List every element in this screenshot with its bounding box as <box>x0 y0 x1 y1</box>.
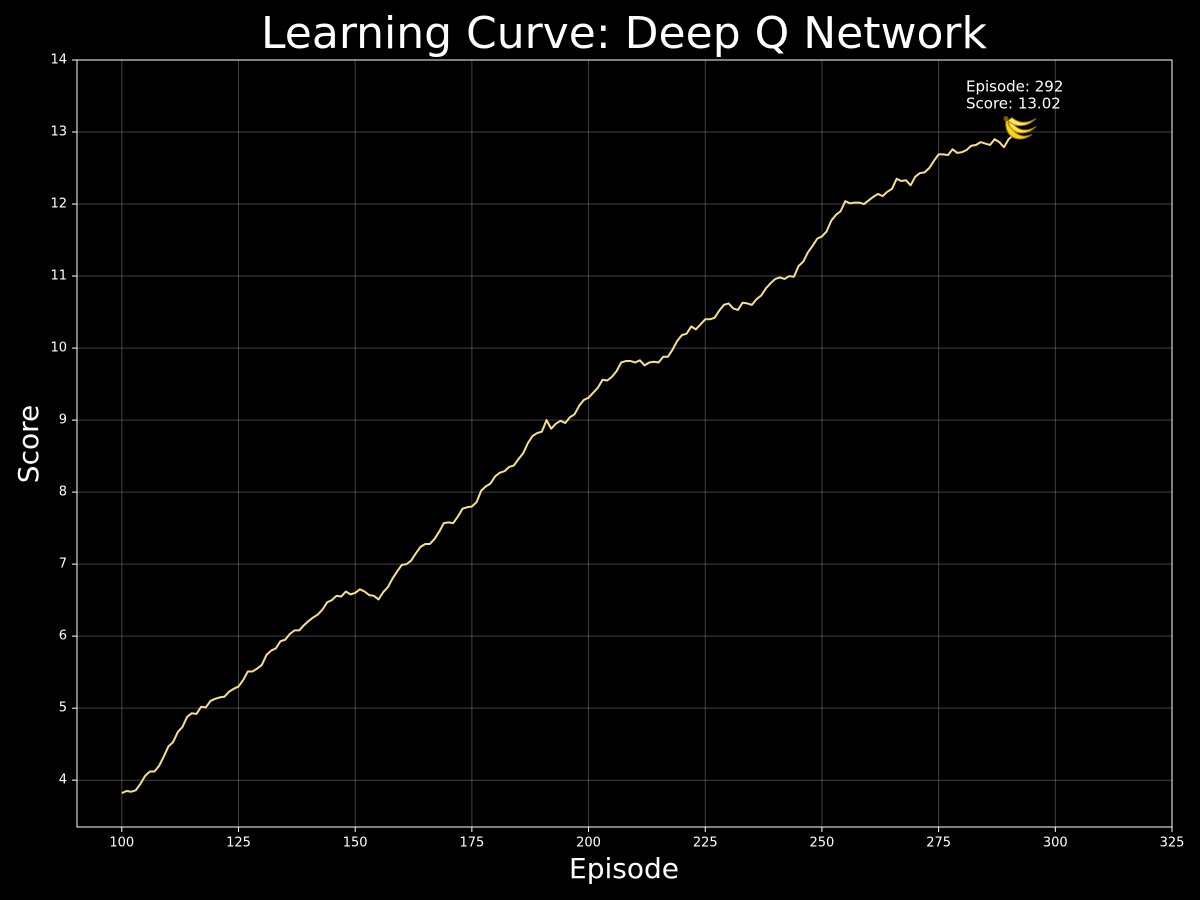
y-axis-label: Score <box>12 405 45 483</box>
annotation: Score: 13.02 <box>966 95 1061 113</box>
grid <box>77 59 1173 827</box>
x-tick-label: 175 <box>459 836 484 851</box>
x-tick-label: 300 <box>1043 836 1068 851</box>
x-tick-label: 250 <box>810 836 835 851</box>
y-tick-label: 9 <box>59 413 67 428</box>
y-tick-label: 14 <box>50 53 67 68</box>
plot <box>121 116 1037 795</box>
x-tick-label: 225 <box>693 836 718 851</box>
x-tick-label: 200 <box>576 836 601 851</box>
y-tick-label: 10 <box>50 341 67 356</box>
y-tick-label: 8 <box>59 485 67 500</box>
x-tick-label: 150 <box>343 836 368 851</box>
banana-stem <box>1003 116 1009 122</box>
last-point-marker <box>1003 116 1037 140</box>
y-tick-label: 13 <box>50 125 67 140</box>
x-axis-label: Episode <box>569 852 679 885</box>
x-tick-label: 100 <box>109 836 134 851</box>
banana <box>1007 116 1037 127</box>
axes-frame <box>76 59 1173 828</box>
y-tick-label: 11 <box>50 269 67 284</box>
x-tick-label: 275 <box>926 836 951 851</box>
score-line <box>121 129 1019 795</box>
y-tick-label: 6 <box>59 629 67 644</box>
x-tick-label: 125 <box>226 836 251 851</box>
chart-title: Learning Curve: Deep Q Network <box>261 8 987 59</box>
y-tick-label: 7 <box>59 557 67 572</box>
y-tick-label: 12 <box>50 197 67 212</box>
annotation: Episode: 292 <box>966 78 1063 96</box>
x-tick-label: 325 <box>1160 836 1185 851</box>
y-tick-label: 5 <box>59 701 67 716</box>
y-tick-label: 4 <box>59 773 67 788</box>
